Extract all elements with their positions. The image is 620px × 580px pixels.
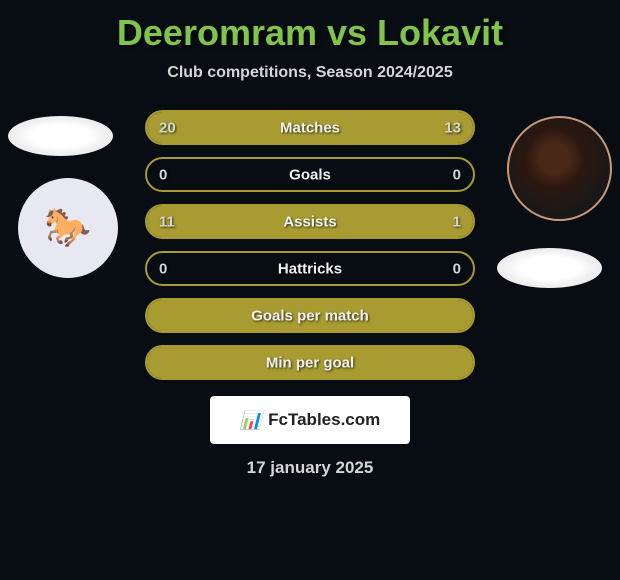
brand-text: FcTables.com <box>268 410 380 430</box>
player-left-club-badge: 🐎 <box>18 178 118 278</box>
chart-icon: 📊 <box>240 410 262 431</box>
stat-bar-fill-right <box>408 206 473 237</box>
stat-label: Min per goal <box>266 354 354 371</box>
stat-value-right: 0 <box>453 166 461 183</box>
stat-bar-fill-left <box>147 206 408 237</box>
brand-badge[interactable]: 📊 FcTables.com <box>210 396 410 444</box>
stat-bar-goals: 0 Goals 0 <box>145 157 475 192</box>
stat-bar-matches: 20 Matches 13 <box>145 110 475 145</box>
comparison-panel: 🐎 20 Matches 13 0 Goals 0 11 Assists 1 <box>0 110 620 478</box>
subtitle: Club competitions, Season 2024/2025 <box>0 64 620 82</box>
stat-bar-min-per-goal: Min per goal <box>145 345 475 380</box>
date-line: 17 january 2025 <box>0 458 620 478</box>
stat-value-right: 13 <box>444 119 461 136</box>
stat-bar-hattricks: 0 Hattricks 0 <box>145 251 475 286</box>
stat-bar-goals-per-match: Goals per match <box>145 298 475 333</box>
page-title: Deeromram vs Lokavit <box>0 0 620 54</box>
stat-label: Goals <box>289 166 331 183</box>
stat-value-left: 0 <box>159 260 167 277</box>
stat-bars: 20 Matches 13 0 Goals 0 11 Assists 1 0 H… <box>145 110 475 380</box>
stat-value-left: 0 <box>159 166 167 183</box>
stat-label: Goals per match <box>251 307 369 324</box>
player-right-club-badge <box>497 248 602 288</box>
stat-value-left: 11 <box>159 213 175 230</box>
stat-label: Matches <box>280 119 340 136</box>
stat-value-right: 1 <box>453 213 461 230</box>
player-left-avatar <box>8 116 113 156</box>
stat-value-right: 0 <box>453 260 461 277</box>
stat-bar-assists: 11 Assists 1 <box>145 204 475 239</box>
player-right-avatar <box>507 116 612 221</box>
stat-value-left: 20 <box>159 119 176 136</box>
stat-label: Assists <box>283 213 336 230</box>
stat-label: Hattricks <box>278 260 342 277</box>
